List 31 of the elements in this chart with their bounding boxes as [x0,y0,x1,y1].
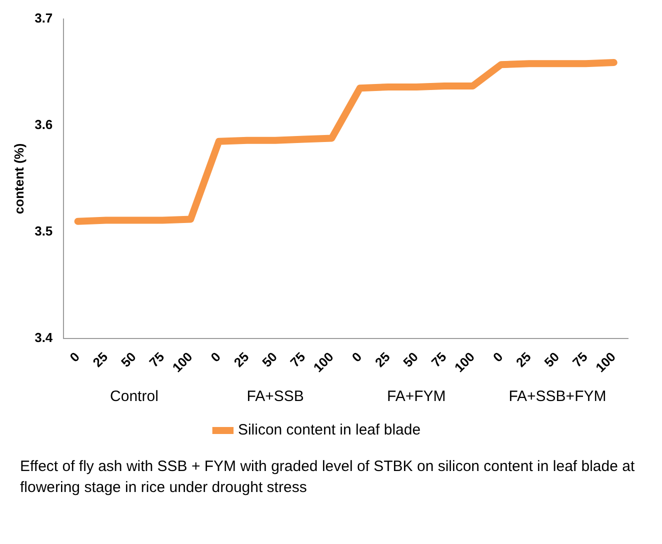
text: FA+SSB+FYM [508,388,606,406]
x-tick-label: 100 [310,349,336,376]
x-tick-label: 25 [90,349,111,370]
y-tick-label: 3.7 [34,10,53,26]
legend-label: Silicon content in leaf blade [238,422,421,439]
x-tick-label: 50 [259,349,280,370]
x-tick-label: 25 [372,349,393,370]
x-tick-label: 0 [208,349,224,365]
x-tick-label: 0 [66,349,82,365]
x-tick-label: 100 [592,349,619,376]
x-tick-label: 50 [118,349,139,370]
text: Control [110,388,158,406]
x-tick-label: 25 [513,349,534,370]
y-tick-label: 3.6 [34,116,53,132]
y-tick-label: 3.5 [34,224,53,239]
x-tick-label: 50 [541,349,562,370]
x-tick-label: 75 [569,349,590,370]
x-tick-label: 100 [452,349,478,376]
text: Effect of fly ash with SSB + FYM with graded level of STBK on silicon content in leaf blade at flowering stage in rice under drought stress [20,457,636,498]
x-tick-label: 75 [146,349,168,370]
x-tick-label: 0 [348,349,365,365]
text: FA+FYM [386,388,446,406]
y-axis-title: content (%) [11,143,26,214]
x-tick-label: 75 [287,349,308,370]
x-tick-label: 50 [400,349,422,370]
x-tick-label: 75 [428,349,450,370]
x-tick-label: 100 [169,349,196,376]
y-tick-label: 3.4 [34,330,54,346]
x-tick-label: 0 [490,349,506,365]
text: FA+SSB [246,388,304,406]
x-tick-label: 25 [230,349,252,370]
